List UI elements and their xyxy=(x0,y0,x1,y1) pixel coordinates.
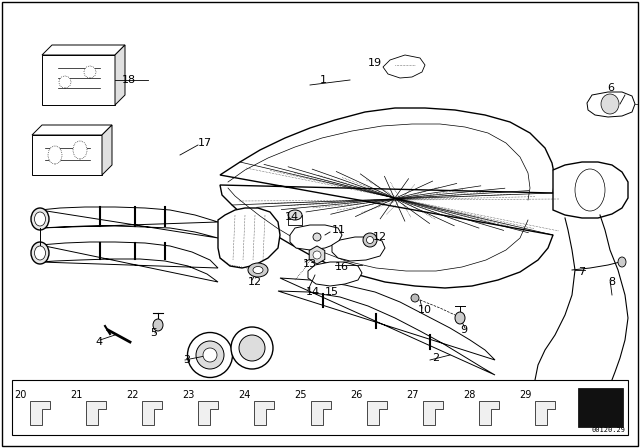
Text: 19: 19 xyxy=(368,58,382,68)
Text: 2: 2 xyxy=(432,353,439,363)
Text: 15: 15 xyxy=(325,287,339,297)
Text: 16: 16 xyxy=(335,262,349,272)
Ellipse shape xyxy=(367,237,374,244)
Text: 5: 5 xyxy=(150,328,157,338)
Polygon shape xyxy=(32,135,102,175)
Polygon shape xyxy=(218,208,280,268)
Ellipse shape xyxy=(411,294,419,302)
Text: 12: 12 xyxy=(373,232,387,242)
Text: 26: 26 xyxy=(351,390,363,400)
Text: 8: 8 xyxy=(608,277,615,287)
Text: 25: 25 xyxy=(294,390,307,400)
Ellipse shape xyxy=(84,66,96,78)
Polygon shape xyxy=(142,401,163,425)
Polygon shape xyxy=(367,401,387,425)
Polygon shape xyxy=(290,225,342,250)
Polygon shape xyxy=(423,401,443,425)
Polygon shape xyxy=(198,401,218,425)
Ellipse shape xyxy=(48,146,62,164)
Ellipse shape xyxy=(73,141,87,159)
Ellipse shape xyxy=(363,233,377,247)
Text: 1: 1 xyxy=(320,75,327,85)
Polygon shape xyxy=(40,242,218,282)
Ellipse shape xyxy=(248,263,268,277)
Polygon shape xyxy=(30,401,50,425)
Polygon shape xyxy=(587,92,635,117)
Ellipse shape xyxy=(188,332,232,378)
Ellipse shape xyxy=(35,246,45,260)
Text: 21: 21 xyxy=(70,390,83,400)
Ellipse shape xyxy=(231,327,273,369)
Text: 27: 27 xyxy=(406,390,419,400)
Polygon shape xyxy=(102,125,112,175)
Polygon shape xyxy=(42,45,125,55)
Ellipse shape xyxy=(35,212,45,226)
Polygon shape xyxy=(220,108,555,288)
Ellipse shape xyxy=(253,267,263,273)
Text: 23: 23 xyxy=(182,390,195,400)
Ellipse shape xyxy=(618,257,626,267)
Polygon shape xyxy=(42,55,115,105)
Polygon shape xyxy=(383,55,425,78)
Text: 20: 20 xyxy=(14,390,26,400)
Polygon shape xyxy=(115,45,125,105)
Polygon shape xyxy=(278,278,495,375)
Ellipse shape xyxy=(313,233,321,241)
Polygon shape xyxy=(40,207,218,238)
Ellipse shape xyxy=(196,341,224,369)
Polygon shape xyxy=(86,401,106,425)
Text: 3: 3 xyxy=(183,355,190,365)
Polygon shape xyxy=(332,237,385,261)
Polygon shape xyxy=(535,401,555,425)
Text: 24: 24 xyxy=(239,390,251,400)
Bar xyxy=(578,388,623,427)
Text: 22: 22 xyxy=(126,390,139,400)
Text: 4: 4 xyxy=(95,337,102,347)
Text: 28: 28 xyxy=(463,390,475,400)
Text: 12: 12 xyxy=(248,277,262,287)
Ellipse shape xyxy=(455,312,465,324)
Text: 14: 14 xyxy=(285,212,299,222)
Text: 18: 18 xyxy=(122,75,136,85)
Text: 17: 17 xyxy=(198,138,212,148)
Text: 13: 13 xyxy=(303,259,317,269)
Polygon shape xyxy=(553,162,628,218)
Text: 11: 11 xyxy=(332,225,346,235)
Ellipse shape xyxy=(153,319,163,331)
Polygon shape xyxy=(310,401,330,425)
Ellipse shape xyxy=(288,210,302,220)
Text: 7: 7 xyxy=(578,267,585,277)
Text: 00120.29: 00120.29 xyxy=(592,427,626,433)
Ellipse shape xyxy=(59,76,71,88)
Text: 9: 9 xyxy=(460,325,467,335)
Text: 29: 29 xyxy=(519,390,531,400)
Text: 10: 10 xyxy=(418,305,432,315)
Ellipse shape xyxy=(607,382,614,392)
Polygon shape xyxy=(32,125,112,135)
Ellipse shape xyxy=(239,335,265,361)
Polygon shape xyxy=(12,380,628,435)
Ellipse shape xyxy=(31,242,49,264)
Ellipse shape xyxy=(31,208,49,230)
Polygon shape xyxy=(255,401,275,425)
Text: 14: 14 xyxy=(306,287,320,297)
Polygon shape xyxy=(308,262,362,286)
Ellipse shape xyxy=(313,251,321,259)
Ellipse shape xyxy=(601,94,619,114)
Ellipse shape xyxy=(203,348,217,362)
Polygon shape xyxy=(479,401,499,425)
Text: 6: 6 xyxy=(607,83,614,93)
